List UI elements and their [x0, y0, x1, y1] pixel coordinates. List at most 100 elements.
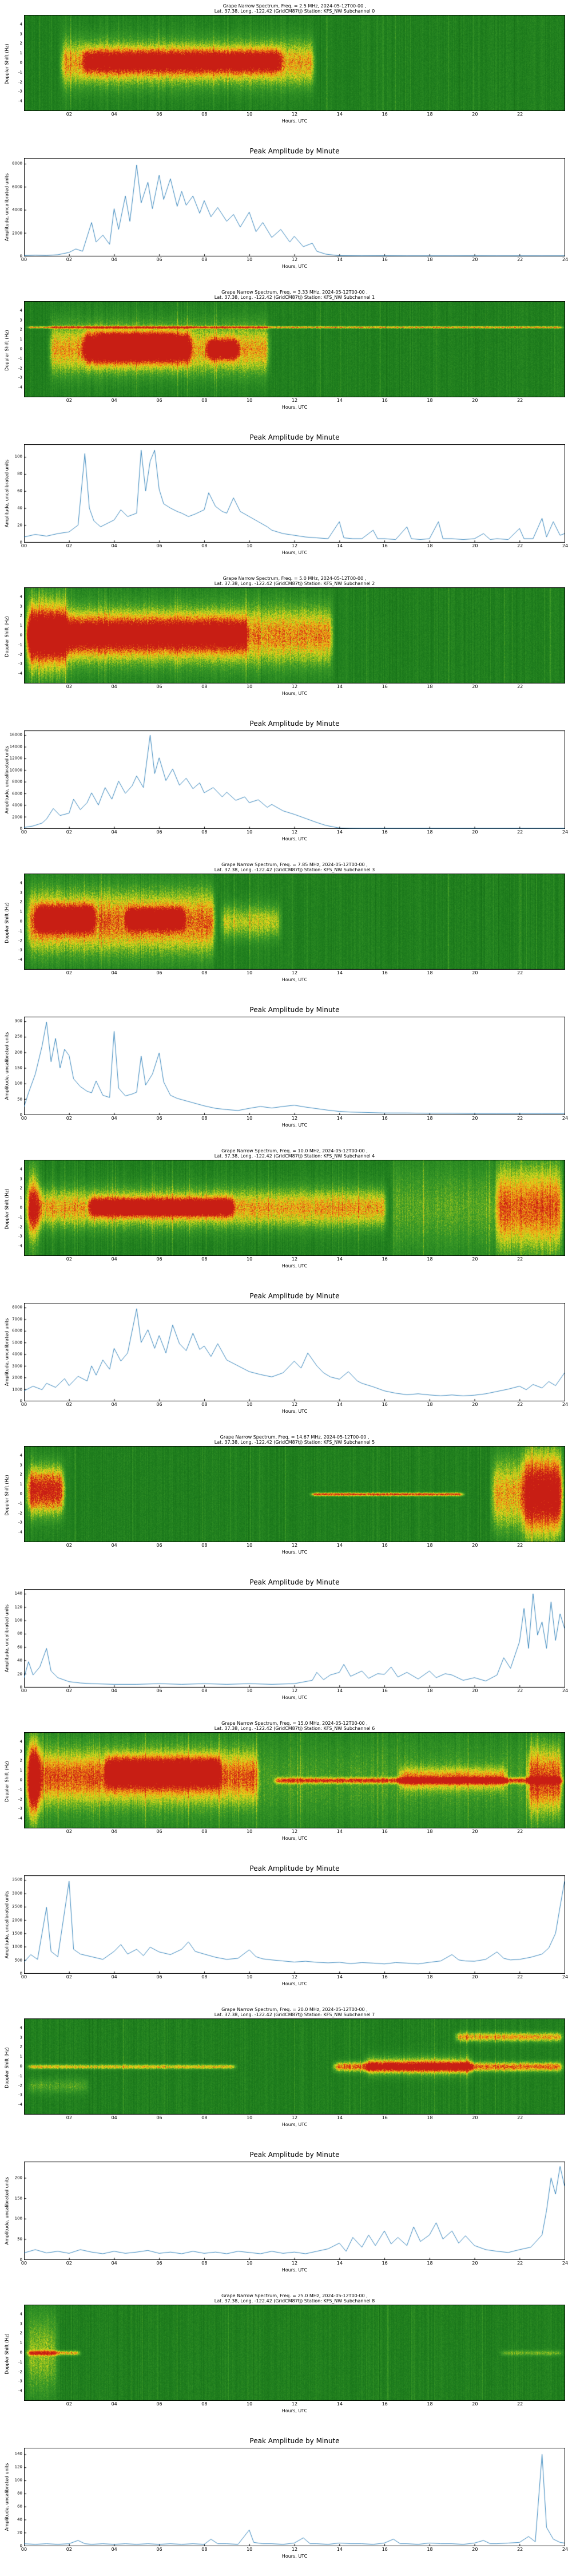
y-tick-label: 1 — [19, 337, 22, 342]
y-tick-label: 3 — [19, 2321, 22, 2326]
x-tick-label: 22 — [517, 2261, 523, 2266]
x-tick-label: 06 — [156, 1829, 162, 1834]
x-tick-label: 18 — [427, 1688, 433, 1693]
y-tick-label: 2 — [19, 327, 22, 332]
y-tick-label: -4 — [18, 2388, 22, 2393]
spectrogram-canvas-8 — [24, 2305, 565, 2401]
x-tick-label: 04 — [111, 112, 117, 117]
x-tick-label: 18 — [427, 1402, 433, 1407]
x-tick-label: 04 — [111, 684, 117, 689]
spectrogram-title: Grape Narrow Spectrum, Freq. = 20.0 MHz,… — [221, 2007, 368, 2012]
x-axis-label: Hours, UTC — [281, 977, 308, 982]
y-tick-label: -3 — [18, 661, 22, 666]
x-tick-label: 16 — [382, 257, 388, 262]
x-tick-label: 22 — [517, 1688, 523, 1693]
spectrogram-title: Grape Narrow Spectrum, Freq. = 14.67 MHz… — [220, 1435, 370, 1440]
x-tick-label: 14 — [336, 2261, 343, 2266]
plot-area: 0 50 100 150 200 00 02 04 06 08 10 12 14 16 18 20 22 24 — [15, 2162, 568, 2266]
amplitude-title: Peak Amplitude by Minute — [249, 433, 340, 441]
x-tick-label: 14 — [336, 543, 343, 548]
y-tick-label: -4 — [18, 1243, 22, 1249]
x-tick-label: 18 — [427, 2261, 433, 2266]
y-tick-label: 1 — [19, 50, 22, 56]
y-tick-label: -4 — [18, 2102, 22, 2107]
x-tick-label: 10 — [247, 1688, 253, 1693]
x-tick-label: 22 — [517, 1257, 523, 1262]
plot-area: 0 50 100 150 200 250 300 00 02 04 06 08 10 12 14 16 18 20… — [15, 1017, 568, 1121]
plot-area: 0 20 40 60 80 100 00 02 04 06 08 10 12 14 16 18 20 22 24 — [15, 444, 568, 548]
y-tick-label: 300 — [14, 1018, 22, 1024]
x-tick-label: 22 — [517, 1829, 523, 1834]
x-axis-label: Hours, UTC — [281, 1123, 308, 1128]
spectrogram-title: Grape Narrow Spectrum, Freq. = 25.0 MHz,… — [221, 2293, 368, 2298]
y-tick-label: -2 — [18, 2083, 22, 2088]
x-tick-label: 06 — [156, 1543, 162, 1548]
x-tick-label: 00 — [21, 2547, 27, 2552]
y-tick-label: 500 — [14, 1958, 22, 1963]
y-tick-label: -2 — [18, 366, 22, 371]
y-tick-label: 0 — [19, 1205, 22, 1210]
y-tick-label: 4 — [19, 1739, 22, 1744]
x-tick-label: 08 — [201, 2401, 208, 2407]
spectrogram-subtitle: Lat. 37.38, Long. -122.42 (GridCM87tj) S… — [214, 1440, 375, 1445]
x-tick-label: 06 — [156, 398, 162, 403]
x-tick-label: 16 — [382, 1543, 388, 1548]
y-tick-label: 2000 — [12, 1375, 22, 1380]
x-axis-label: Hours, UTC — [281, 1263, 308, 1269]
y-tick-label: 1 — [19, 1481, 22, 1487]
x-tick-label: 20 — [472, 2401, 478, 2407]
y-tick-label: 10000 — [9, 768, 22, 773]
y-tick-label: 0 — [19, 2543, 22, 2549]
y-tick-label: 3 — [19, 1176, 22, 1182]
spectrogram-figure-1: Grape Narrow Spectrum, Freq. = 3.33 MHz,… — [0, 286, 572, 429]
figure-titles: Grape Narrow Spectrum, Freq. = 25.0 MHz,… — [24, 2293, 565, 2305]
figure-titles: Grape Narrow Spectrum, Freq. = 7.85 MHz,… — [24, 862, 565, 874]
x-tick-label: 02 — [66, 1402, 72, 1407]
y-tick-label: 1000 — [12, 1944, 22, 1949]
x-tick-label: 20 — [472, 829, 478, 835]
x-tick-label: 12 — [291, 1829, 298, 1834]
amplitude-axis-label: Amplitude, uncalibrated units — [4, 1890, 10, 1959]
x-tick-label: 08 — [201, 829, 208, 835]
y-tick-label: 200 — [14, 1050, 22, 1055]
x-tick-label: 16 — [382, 1402, 388, 1407]
x-tick-label: 06 — [156, 2261, 162, 2266]
figure-titles: Grape Narrow Spectrum, Freq. = 5.0 MHz, … — [24, 576, 565, 587]
y-tick-label: 1 — [19, 2054, 22, 2059]
figure-titles: Peak Amplitude by Minute — [24, 719, 565, 730]
y-tick-label: 20 — [17, 1672, 22, 1677]
y-tick-label: 4000 — [12, 207, 22, 212]
x-tick-label: 10 — [247, 2261, 253, 2266]
x-axis-label: Hours, UTC — [281, 1550, 308, 1555]
y-tick-label: 7000 — [12, 1317, 22, 1322]
x-tick-label: 18 — [427, 1974, 433, 1980]
x-tick-label: 20 — [472, 970, 478, 975]
x-tick-label: 06 — [156, 112, 162, 117]
x-tick-label: 04 — [111, 970, 117, 975]
spectrogram-subtitle: Lat. 37.38, Long. -122.42 (GridCM87tj) S… — [214, 9, 375, 14]
y-tick-label: 6000 — [12, 791, 22, 796]
y-tick-label: 40 — [17, 505, 22, 511]
x-tick-label: 14 — [336, 1688, 343, 1693]
plot-area: 0 1000 2000 3000 4000 5000 6000 7000 8000 00 02 04 0… — [12, 1303, 568, 1407]
amplitude-canvas-3 — [24, 1017, 565, 1115]
y-tick-label: 0 — [19, 919, 22, 924]
y-tick-label: 4 — [19, 594, 22, 599]
figure-titles: Peak Amplitude by Minute — [24, 1578, 565, 1589]
x-tick-label: 04 — [111, 2115, 117, 2120]
x-tick-label: 06 — [156, 1402, 162, 1407]
y-tick-label: 60 — [17, 2504, 22, 2509]
figure-titles: Grape Narrow Spectrum, Freq. = 10.0 MHz,… — [24, 1148, 565, 1160]
x-tick-label: 16 — [382, 684, 388, 689]
x-tick-label: 02 — [66, 257, 72, 262]
plot-area: 0 500 1000 1500 2000 2500 3000 3500 00 02 04 06 08 10… — [12, 1875, 568, 1980]
y-tick-label: -4 — [18, 671, 22, 676]
x-tick-label: 10 — [247, 1116, 253, 1121]
x-tick-label: 04 — [111, 1974, 117, 1980]
x-tick-label: 12 — [291, 543, 298, 548]
amplitude-figure-7: Peak Amplitude by Minute Amplitude, uncal… — [0, 2147, 572, 2290]
x-tick-label: 20 — [472, 398, 478, 403]
x-tick-label: 18 — [427, 1257, 433, 1262]
y-tick-label: 4 — [19, 1453, 22, 1458]
x-tick-label: 14 — [336, 112, 343, 117]
